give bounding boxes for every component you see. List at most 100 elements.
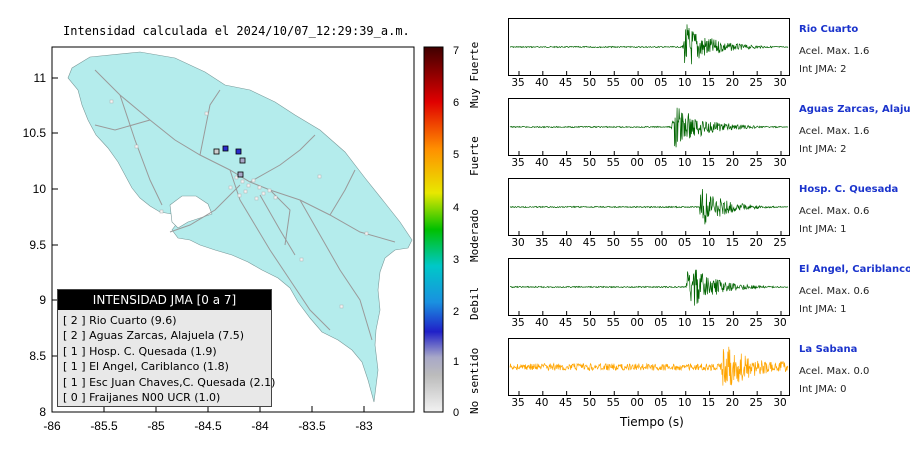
waveform-line <box>509 107 789 148</box>
colorbar-gradient <box>423 46 444 413</box>
station-int-jma: Int JMA: 0 <box>799 384 847 395</box>
trace-tick-label: 25 <box>773 237 787 249</box>
trace-tick-label: 40 <box>558 237 573 249</box>
legend-entry: [ 1 ] Esc Juan Chaves,C. Quesada (2.1) <box>63 375 276 389</box>
colorbar-tick: 6 <box>453 97 459 109</box>
trace-tick-label: 10 <box>701 237 716 249</box>
trace-tick-label: 00 <box>630 317 644 329</box>
station-markers <box>213 145 246 178</box>
station-acel-max: Acel. Max. 0.0 <box>799 366 870 377</box>
colorbar-tick: 5 <box>453 149 459 161</box>
waveform-svg <box>509 188 789 235</box>
trace-time-axis: 30 35 40 45 50 55 00 05 10 15 20 25 <box>508 237 790 251</box>
trace-tick-label: 10 <box>678 397 692 409</box>
trace-tick-label: 05 <box>654 77 668 89</box>
trace-tick-label: 35 <box>511 157 525 169</box>
trace-tick-label: 15 <box>701 317 716 329</box>
legend-title: INTENSIDAD JMA [0 a 7] <box>58 290 271 310</box>
waveform-line <box>509 269 789 306</box>
trace-time-axis: 35 40 45 50 55 00 05 10 15 20 25 30 <box>508 397 790 411</box>
trace-tick-label: 15 <box>701 397 716 409</box>
trace-tick-label: 05 <box>654 317 668 329</box>
legend-entry: [ 1 ] El Angel, Cariblanco (1.8) <box>63 360 229 374</box>
trace-tick-label: 15 <box>701 157 716 169</box>
trace-tick-label: 55 <box>606 317 620 329</box>
station-hosp-quesada <box>239 157 246 164</box>
town-markers <box>109 99 369 309</box>
trace-tick-label: 15 <box>725 237 740 249</box>
map-xtick: -84 <box>251 419 269 433</box>
colorbar-label-muy-fuerte: Muy Fuerte <box>468 42 481 108</box>
colorbar-tick: 0 <box>453 407 459 419</box>
legend-entry: [ 1 ] Hosp. C. Quesada (1.9) <box>63 344 217 358</box>
intensity-colorbar: 7 6 5 4 3 2 1 0 Muy Fuerte Fuerte Modera… <box>423 42 481 419</box>
trace-tick-label: 35 <box>511 77 525 89</box>
trace-tick-label: 20 <box>749 237 763 249</box>
map-ytick: 9.5 <box>29 238 46 252</box>
map-ytick: 8.5 <box>29 349 46 363</box>
trace-tick-label: 40 <box>535 157 549 169</box>
trace-panel <box>508 178 790 236</box>
gulf-of-nicoya <box>169 195 213 229</box>
station-el-angel <box>237 171 244 178</box>
station-acel-max: Acel. Max. 0.6 <box>799 206 870 217</box>
trace-tick-label: 50 <box>606 237 620 249</box>
map-ytick: 10.5 <box>23 126 47 140</box>
traces-xlabel: Tiempo (s) <box>620 415 684 429</box>
colorbar-tick: 2 <box>453 306 459 318</box>
waveform-line <box>509 346 789 386</box>
trace-tick-label: 05 <box>654 397 668 409</box>
trace-tick-label: 35 <box>511 397 525 409</box>
map-xtick: -85.5 <box>90 419 118 433</box>
trace-tick-label: 20 <box>725 77 740 89</box>
station-rio-cuarto <box>222 145 229 152</box>
trace-tick-label: 30 <box>773 77 787 89</box>
legend-entry: [ 2 ] Aguas Zarcas, Alajuela (7.5) <box>63 329 245 343</box>
station-name: La Sabana <box>799 344 858 355</box>
trace-tick-label: 35 <box>511 317 525 329</box>
trace-tick-label: 00 <box>630 157 644 169</box>
map-xtick: -85 <box>147 419 165 433</box>
trace-tick-label: 50 <box>582 157 597 169</box>
trace-tick-label: 25 <box>749 317 763 329</box>
trace-tick-label: 45 <box>558 157 573 169</box>
trace-tick-label: 20 <box>725 397 740 409</box>
costa-rica-land <box>67 51 413 403</box>
trace-tick-label: 10 <box>678 317 692 329</box>
trace-tick-label: 30 <box>773 157 787 169</box>
map-title: Intensidad calculada el 2024/10/07_12:29… <box>63 24 410 38</box>
map-xtick: -84.5 <box>194 419 222 433</box>
trace-tick-label: 55 <box>630 237 644 249</box>
map-xtick: -83.5 <box>298 419 326 433</box>
waveform-svg <box>509 269 789 315</box>
trace-panel <box>508 18 790 76</box>
trace-tick-label: 45 <box>582 237 597 249</box>
road-network <box>94 69 396 341</box>
map-ytick: 10 <box>33 182 47 196</box>
waveform-line <box>509 188 789 225</box>
station-int-jma: Int JMA: 1 <box>799 224 847 235</box>
trace-time-axis: 35 40 45 50 55 00 05 10 15 20 25 30 <box>508 317 790 331</box>
trace-time-axis: 35 40 45 50 55 00 05 10 15 20 25 30 <box>508 77 790 91</box>
legend-entry: [ 0 ] Fraijanes N00 UCR (1.0) <box>63 391 221 405</box>
trace-tick-label: 00 <box>630 397 644 409</box>
station-int-jma: Int JMA: 2 <box>799 64 847 75</box>
map-ytick: 8 <box>39 405 46 419</box>
trace-time-axis: 35 40 45 50 55 00 05 10 15 20 25 30 <box>508 157 790 171</box>
colorbar-tick: 7 <box>453 45 459 57</box>
station-name: Rio Cuarto <box>799 24 859 35</box>
station-acel-max: Acel. Max. 1.6 <box>799 126 870 137</box>
colorbar-tick: 4 <box>453 202 459 214</box>
trace-panel <box>508 338 790 396</box>
trace-tick-label: 20 <box>725 317 740 329</box>
colorbar-label-moderado: Moderado <box>468 209 481 262</box>
trace-tick-label: 40 <box>535 317 549 329</box>
intensity-legend: INTENSIDAD JMA [0 a 7] [ 2 ] Rio Cuarto … <box>57 289 276 407</box>
trace-tick-label: 55 <box>606 157 620 169</box>
trace-tick-label: 10 <box>678 77 692 89</box>
map-axis-ticks <box>51 77 365 413</box>
trace-tick-label: 50 <box>582 77 597 89</box>
waveform-line <box>509 24 789 65</box>
trace-panel <box>508 98 790 156</box>
colorbar-label-debil: Debil <box>468 287 481 320</box>
